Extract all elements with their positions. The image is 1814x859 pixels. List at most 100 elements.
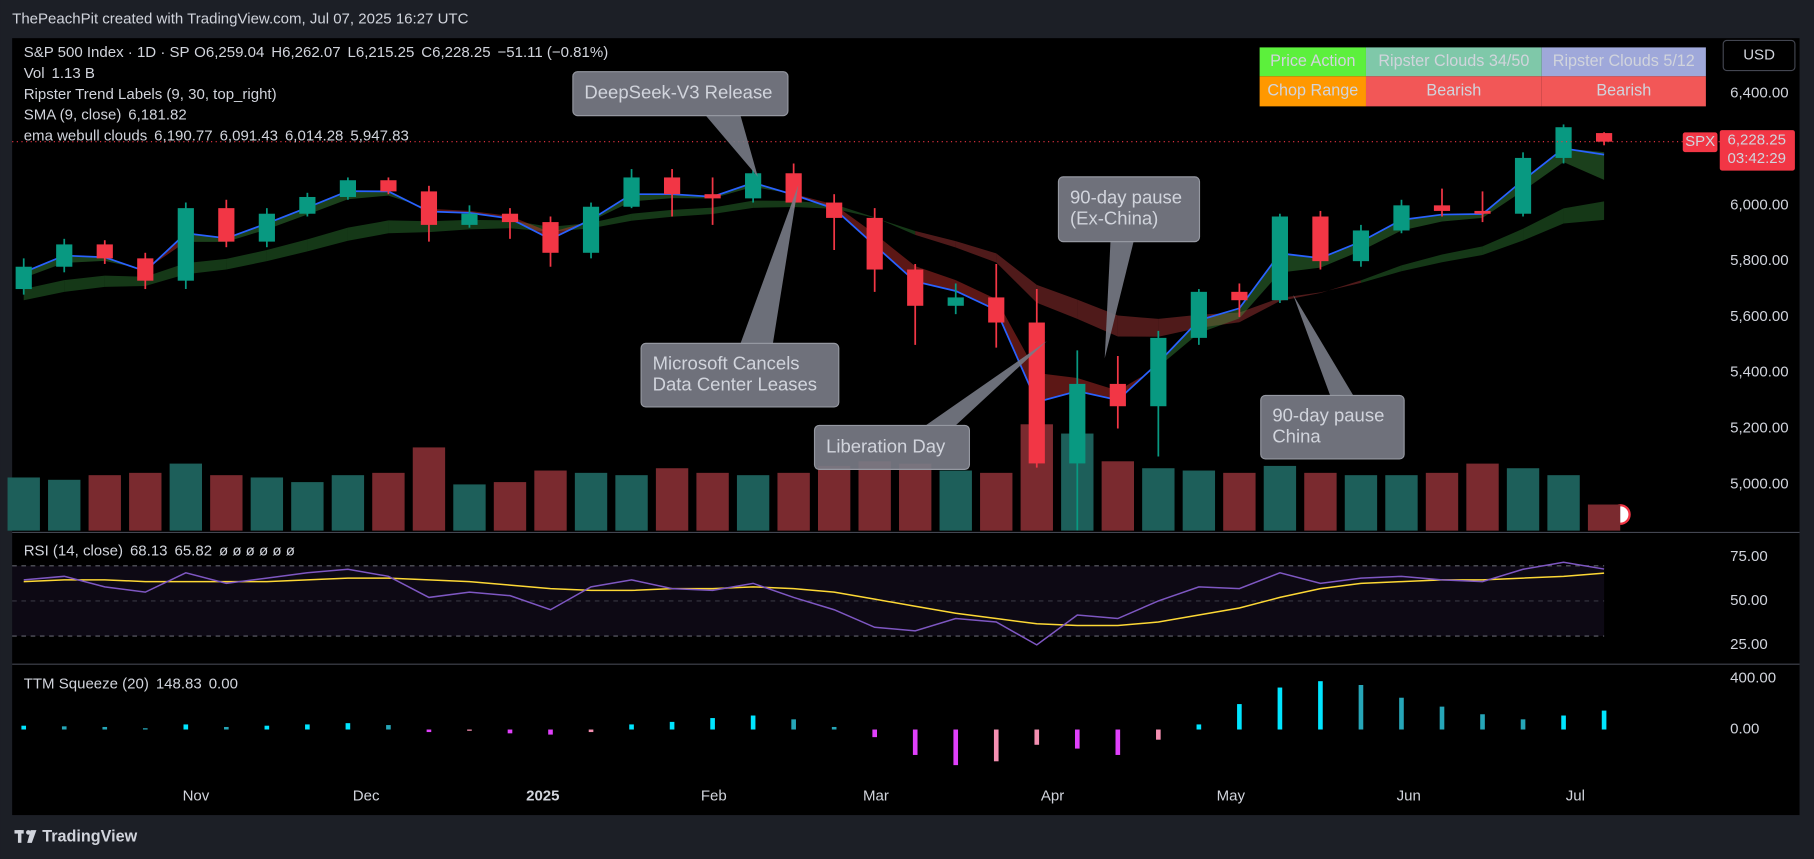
- volume-bar: [453, 484, 486, 531]
- cloud: [1117, 315, 1159, 337]
- cloud: [388, 220, 429, 234]
- cloud: [753, 200, 794, 208]
- legend-value: 6,181.82: [128, 107, 186, 124]
- cloud: [185, 258, 227, 275]
- cloud: [347, 191, 389, 200]
- annotation-box: [572, 71, 789, 117]
- legend-name: Vol: [24, 65, 45, 82]
- ohlc-key: L: [348, 44, 356, 61]
- cloud: [996, 253, 1037, 303]
- cloud: [793, 200, 835, 209]
- table-cell: [1541, 47, 1706, 77]
- squeeze-bar: [1318, 681, 1323, 730]
- volume-bar: [534, 470, 567, 531]
- table-cell: [1365, 47, 1542, 77]
- volume-bar: [1385, 475, 1418, 531]
- volume-bar: [1587, 504, 1621, 531]
- squeeze-bar: [548, 729, 553, 735]
- x-tick-label: Dec: [353, 788, 380, 805]
- squeeze-bar: [1561, 715, 1566, 730]
- cloud: [1482, 228, 1524, 256]
- candle-body: [663, 177, 681, 195]
- candle-body: [339, 180, 356, 197]
- cloud: [955, 241, 997, 263]
- squeeze-bar: [467, 729, 472, 731]
- cloud: [145, 263, 186, 286]
- squeeze-bar: [1399, 697, 1404, 730]
- squeeze-bar: [710, 718, 715, 730]
- table-header: Ripster Clouds 34/50: [1378, 52, 1529, 70]
- legend-name: ema webull clouds: [24, 127, 148, 144]
- candle-body: [947, 297, 964, 306]
- rsi-line: [23, 572, 1605, 627]
- squeeze-bar: [1034, 729, 1040, 745]
- candle-body: [704, 194, 721, 199]
- rsi-value: 68.13: [130, 542, 168, 559]
- cloud: [874, 217, 916, 235]
- x-tick-label: Apr: [1041, 788, 1064, 805]
- squeeze-bar: [669, 721, 675, 730]
- volume-bar: [372, 472, 405, 531]
- brand: TradingView: [42, 827, 137, 845]
- change: −51.11 (−0.81%): [497, 44, 608, 61]
- annotation-text: 90-day pause: [1272, 405, 1384, 426]
- candle-body: [582, 206, 600, 253]
- volume-bar: [169, 463, 202, 531]
- cloud: [1158, 314, 1199, 337]
- squeeze-bar: [386, 725, 391, 730]
- candle-body: [137, 258, 154, 281]
- squeeze-bar: [1115, 729, 1121, 755]
- cloud: [1279, 253, 1321, 273]
- candle-body: [907, 269, 924, 306]
- squeeze-bar: [183, 724, 189, 730]
- squeeze-bar: [1196, 724, 1202, 730]
- annotation-box: [640, 342, 840, 408]
- cloud: [1441, 246, 1483, 263]
- countdown: 03:42:29: [1728, 150, 1786, 167]
- annotation-text: Data Center Leases: [653, 373, 817, 394]
- squeeze-bar: [912, 729, 918, 755]
- cloud: [226, 249, 267, 270]
- cloud: [955, 280, 997, 310]
- cloud: [1077, 378, 1118, 401]
- squeeze-bar: [791, 719, 796, 730]
- candle-body: [745, 173, 762, 199]
- volume-bar: [1304, 472, 1337, 531]
- candle-body: [1595, 133, 1613, 142]
- y-tick-label: 400.00: [1730, 670, 1776, 687]
- cloud: [1523, 148, 1564, 191]
- squeeze-bar: [142, 728, 148, 730]
- y-tick-label: 5,000.00: [1730, 475, 1788, 492]
- x-tick-label: Feb: [701, 788, 727, 805]
- indicator-title: TTM Squeeze (20): [24, 675, 149, 692]
- candle-body: [299, 196, 316, 214]
- cloud: [915, 231, 956, 248]
- annotation-text: DeepSeek-V3 Release: [584, 82, 772, 103]
- cloud: [631, 209, 673, 221]
- annotation-box: [1057, 176, 1201, 243]
- cloud: [1279, 292, 1321, 302]
- x-tick-label: 2025: [526, 788, 559, 805]
- rsi-line: [23, 561, 1605, 646]
- cloud: [307, 191, 348, 215]
- squeeze-bar: [993, 729, 999, 762]
- cloud: [266, 207, 308, 230]
- volume-bar: [817, 465, 851, 531]
- cloud: [1360, 265, 1402, 283]
- candle-body: [96, 244, 113, 259]
- sma-line: [23, 147, 1605, 404]
- cloud: [104, 275, 146, 287]
- candle-body: [1271, 216, 1289, 301]
- candle-body: [380, 180, 397, 192]
- candle-body: [1069, 383, 1086, 464]
- candle-body: [501, 213, 519, 223]
- rsi-ma-value: 65.82: [174, 542, 212, 559]
- currency[interactable]: USD: [1743, 46, 1775, 63]
- caption: ThePeachPit created with TradingView.com…: [12, 11, 468, 28]
- annotation-text: Microsoft Cancels: [653, 353, 800, 374]
- candle-body: [461, 213, 478, 225]
- x-tick-label: Jul: [1566, 788, 1585, 805]
- squeeze-bar: [224, 726, 229, 730]
- currency-button[interactable]: [1722, 39, 1796, 72]
